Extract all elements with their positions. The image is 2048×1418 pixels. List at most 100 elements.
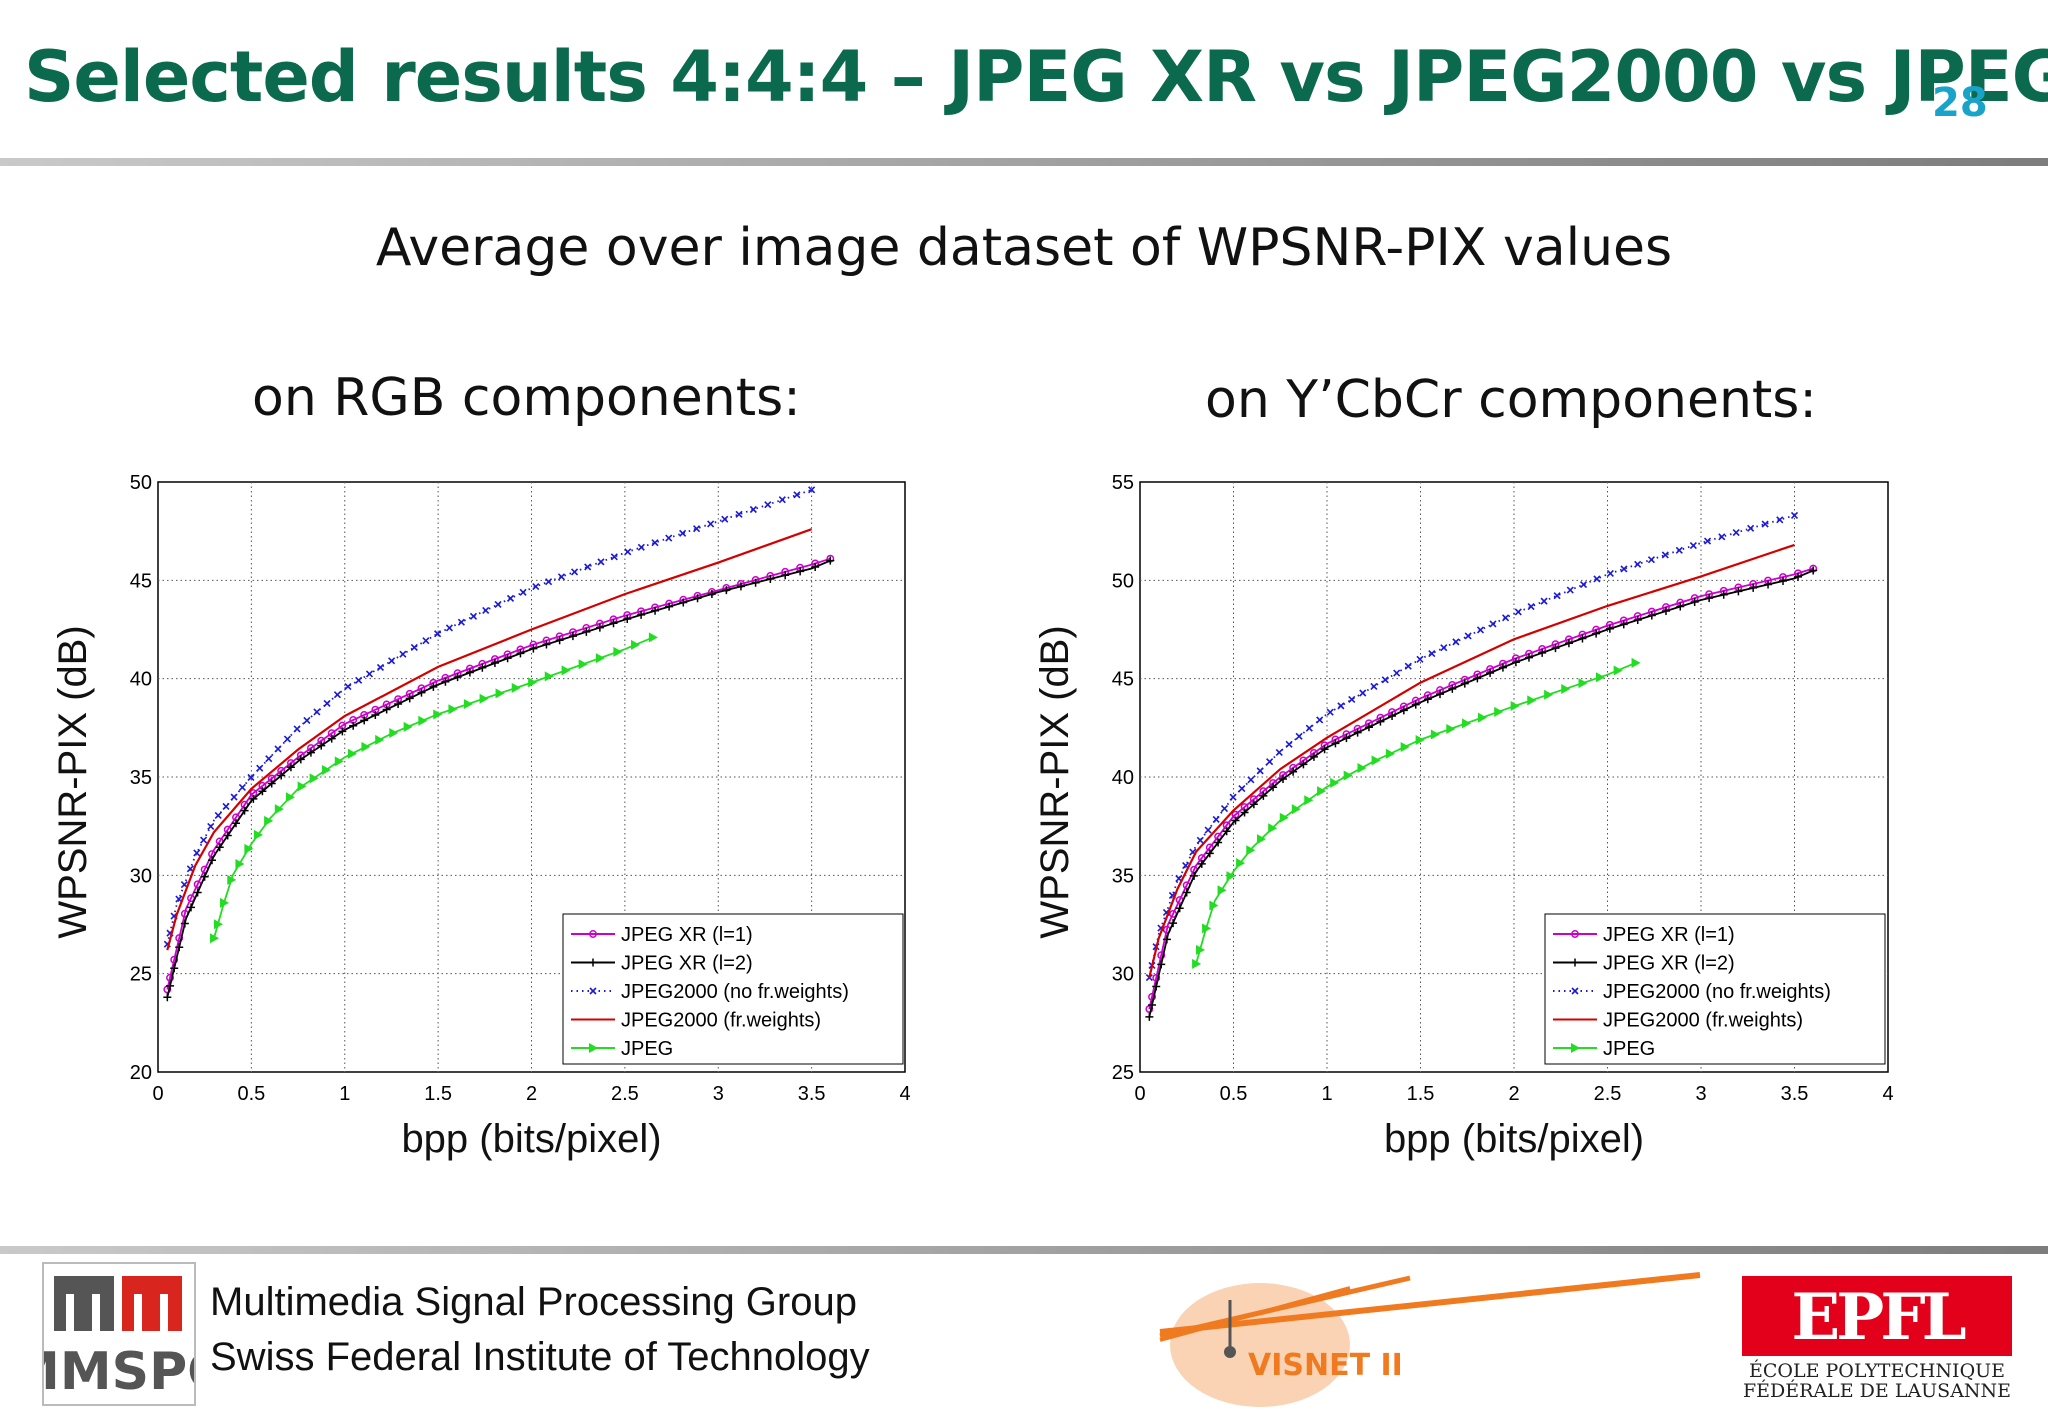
chart-right-series-jpeg2000-nofw-point (1489, 620, 1497, 628)
chart-left-legend-marker-jpegxr-l1 (589, 930, 597, 938)
chart-right-series-jpeg-point (1477, 712, 1487, 723)
chart-left-series-jpeg2000-nofw-point (222, 802, 230, 810)
chart-left-series-jpeg2000-nofw-point (247, 773, 255, 782)
chart-right-series-jpeg-point (1268, 823, 1278, 834)
footer-group-name: Multimedia Signal Processing Group (210, 1280, 857, 1324)
chart-right-series-jpegxr-l2-point (1269, 783, 1278, 792)
chart-left-series-jpegxr-l2-point (258, 787, 267, 796)
chart-right-series-jpeg2000-nofw-point (1761, 520, 1769, 528)
chart-left-series-jpegxr-l2-point (751, 578, 760, 587)
chart-left-y-tick-label: 50 (130, 472, 152, 494)
chart-left-series-jpeg2000-nofw-point (665, 534, 673, 542)
chart-left-series-jpeg2000-nofw-point (610, 553, 618, 561)
chart-left-series-jpeg2000-nofw-point (434, 630, 442, 638)
chart-right-series-jpeg2000-nofw-point (1256, 767, 1264, 775)
chart-right-series-jpeg2000-nofw-point (1464, 632, 1472, 640)
chart-left-series-jpeg-point (210, 933, 220, 944)
chart-left-series-jpeg2000-nofw-point (545, 578, 553, 586)
chart-left-x-tick-label: 3.5 (798, 1083, 826, 1105)
chart-left-series-jpegxr-l2-point (722, 586, 731, 595)
chart-right-series-jpeg2000-nofw-point (1647, 556, 1655, 564)
chart-right-series-jpegxr-l2-point (1331, 739, 1340, 748)
chart-left-series-jpegxr-l2-point (623, 614, 632, 623)
chart-right-series-jpeg-point (1561, 683, 1571, 694)
chart-right-series-jpeg-point (1236, 858, 1246, 869)
chart-right-series-jpeg2000-nofw-point (1370, 682, 1378, 690)
chart-left-y-axis-label: WPSNR-PIX (dB) (51, 625, 95, 938)
mmspg-logo-graphic: MMSPG (8, 1276, 230, 1402)
chart-left-series-jpegxr-l2-line (166, 559, 831, 998)
chart-right-legend-label-jpeg2000-fw: JPEG2000 (fr.weights) (1603, 1010, 1803, 1032)
chart-left-series-jpeg2000-nofw-point (323, 699, 331, 707)
chart-left-y-tick-label: 25 (130, 964, 152, 986)
chart-right-series-jpegxr-l2-point (1779, 577, 1787, 586)
chart-left-series-jpegxr-l2-point (249, 794, 258, 803)
chart-left-series-jpeg-point (433, 709, 443, 720)
chart-right-series-jpegxr-l2-point (1240, 808, 1249, 817)
chart-right-legend-label-jpeg: JPEG (1603, 1038, 1655, 1060)
chart-left-series-jpeg2000-nofw-point (469, 612, 478, 620)
chart-right-x-tick-label: 0.5 (1220, 1083, 1248, 1105)
chart-right-series-jpegxr-l2-point (1619, 620, 1628, 629)
chart-right-series-jpeg2000-nofw-point (1703, 537, 1712, 545)
chart-right-series-jpegxr-l2-point (1259, 791, 1268, 800)
chart-right-series-jpeg2000-nofw-point (1440, 644, 1448, 652)
chart-left-series-jpegxr-l1-point (170, 955, 179, 964)
chart-left-series-jpegxr-l2-point (187, 903, 196, 912)
chart-left-series-jpeg-point (561, 665, 571, 676)
chart-right-series-jpegxr-l2-point (1231, 816, 1240, 825)
chart-right-series-jpegxr-l2-point (1162, 935, 1171, 944)
chart-right-series-jpeg-point (1544, 689, 1554, 700)
chart-left-series-jpegxr-l2-point (240, 806, 249, 815)
chart-right-series-jpegxr-l2-point (1411, 700, 1420, 709)
chart-left-y-tick-label: 45 (130, 570, 152, 592)
chart-right-series-jpeg-point (1385, 748, 1395, 759)
chart-right-series-jpeg2000-nofw-point (1212, 815, 1220, 824)
chart-right-legend-marker-jpegxr-l1 (1571, 930, 1579, 938)
chart-left-series-jpeg2000-fw-line (166, 528, 812, 951)
chart-right-series-jpegxr-l2-point (1551, 644, 1560, 653)
chart-left-series-jpeg-point (309, 773, 319, 784)
chart-right-series-jpeg-point (1371, 755, 1381, 766)
chart-left-series-jpeg2000-nofw-point (793, 491, 801, 499)
chart-right-x-tick-label: 1 (1321, 1083, 1332, 1105)
chart-left-series-jpeg-point (495, 688, 505, 699)
chart-right-legend-label-jpeg2000-nofw: JPEG2000 (no fr.weights) (1603, 981, 1831, 1003)
chart-left-series-jpegxr-l2-point (338, 727, 347, 736)
chart-right-series-jpeg2000-nofw-point (1689, 541, 1697, 550)
chart-left-series-jpeg-point (361, 741, 371, 752)
chart-left-series-jpegxr-l2-point (429, 682, 438, 691)
chart-right-series-jpeg2000-nofw-point (1359, 689, 1367, 697)
chart-left-series-jpeg2000-nofw-point (207, 822, 215, 831)
chart-left-series-jpeg2000-nofw-point (238, 783, 246, 791)
chart-right-series-jpeg-point (1304, 795, 1314, 806)
chart-right-series-jpegxr-l2-point (1676, 602, 1685, 611)
chart-left-series-jpeg2000-nofw-point (376, 663, 385, 672)
chart-right-series-jpegxr-l1-point (1148, 992, 1157, 1001)
chart-left-series-jpegxr-l2-point (175, 943, 184, 952)
chart-left-series-jpeg2000-nofw-point (355, 676, 363, 684)
chart-right-legend-label-jpegxr-l2: JPEG XR (l=2) (1603, 953, 1735, 975)
chart-left-series-jpeg-point (334, 756, 344, 767)
chart-right-series-jpegxr-l2-point (1205, 849, 1214, 858)
chart-left-series-jpegxr-l2-point (382, 705, 391, 714)
chart-left-series-jpeg2000-nofw-point (532, 583, 540, 591)
chart-left-series-jpegxr-l2-point (465, 668, 474, 677)
chart-left-series-jpeg-point (389, 727, 399, 738)
bottom-divider (0, 1246, 2048, 1254)
chart-left-series-jpegxr-l2-point (811, 563, 820, 572)
chart-right-series-jpegxr-l2-point (1249, 800, 1258, 809)
chart-right-series-jpegxr-l2-point (1388, 712, 1397, 721)
chart-right-series-jpeg2000-nofw-point (1732, 529, 1740, 537)
chart-left-series-jpeg2000-nofw-point (214, 811, 222, 819)
chart-left-series-jpeg2000-nofw-point (265, 755, 273, 763)
chart-right-series-jpegxr-l2-point (1145, 1012, 1154, 1021)
chart-right-series-jpegxr-l2-point (1182, 888, 1191, 897)
chart-left-series-jpeg2000-nofw-point (693, 525, 701, 533)
chart-right-series-jpegxr-l2-point (1647, 611, 1656, 620)
chart-right-y-tick-label: 55 (1112, 472, 1134, 494)
chart-left-series-jpeg-point (448, 704, 458, 715)
chart-left-series-jpegxr-l2-point (781, 571, 790, 580)
chart-right-series-jpegxr-l2-point (1222, 827, 1231, 836)
chart-right-series-jpeg2000-nofw-point (1540, 597, 1548, 605)
